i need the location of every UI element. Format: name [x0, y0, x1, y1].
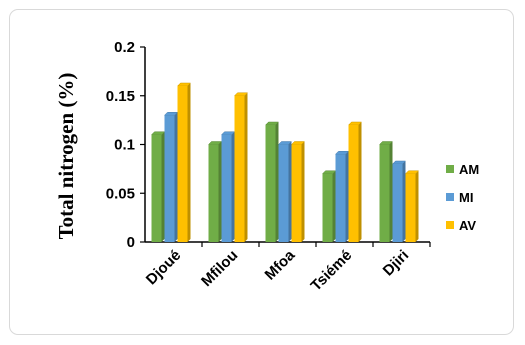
- y-tick-label: 0.15: [106, 88, 135, 105]
- bar-av: [405, 173, 416, 242]
- bar-side-am: [389, 141, 393, 242]
- y-axis-label: Total nitrogen (%): [54, 73, 78, 240]
- legend-swatch-av: [446, 221, 454, 229]
- bar-mi: [335, 154, 346, 242]
- bar-side-av: [244, 92, 248, 242]
- bar-side-av: [187, 83, 191, 242]
- bar-side-am: [332, 170, 336, 242]
- bar-av: [234, 95, 245, 242]
- bar-av: [291, 144, 302, 242]
- bar-side-av: [301, 141, 305, 242]
- chart-frame: [9, 9, 514, 335]
- bar-side-av: [358, 122, 362, 242]
- bar-am: [265, 125, 276, 242]
- bar-side-am: [161, 131, 165, 242]
- y-tick-label: 0.05: [106, 185, 135, 202]
- bar-am: [379, 144, 390, 242]
- y-tick-label: 0.2: [114, 39, 135, 56]
- plot-area: 0 0.05 0.1 0.15 0.2 Djoué Mfilou Mfoa Tsiémé Djir…: [106, 39, 479, 295]
- x-category-label: Djiri: [380, 247, 413, 280]
- x-category-label: Djoué: [143, 247, 184, 288]
- bar-am: [322, 173, 333, 242]
- bar-mi: [392, 164, 403, 242]
- bar-av: [177, 86, 188, 242]
- bar-am: [151, 134, 162, 242]
- bar-side-mi: [288, 141, 292, 242]
- x-category-label: Mfoa: [262, 246, 299, 283]
- legend-label-am: AM: [459, 162, 479, 177]
- bar-side-mi: [345, 151, 349, 242]
- bar-am: [208, 144, 219, 242]
- bar-av: [348, 125, 359, 242]
- bar-mi: [278, 144, 289, 242]
- bar-side-av: [415, 170, 419, 242]
- legend-swatch-am: [446, 165, 454, 173]
- bar-side-am: [218, 141, 222, 242]
- y-tick-label: 0.1: [114, 137, 135, 154]
- bar-side-am: [275, 122, 279, 242]
- legend-swatch-mi: [446, 193, 454, 201]
- bar-mi: [221, 134, 232, 242]
- bar-side-mi: [402, 161, 406, 242]
- legend-label-av: AV: [459, 218, 476, 233]
- x-category-label: Tsiémé: [308, 247, 356, 295]
- y-tick-label: 0: [127, 234, 135, 251]
- legend-label-mi: MI: [459, 190, 473, 205]
- bar-mi: [164, 115, 175, 242]
- bar-side-mi: [231, 131, 235, 242]
- x-category-label: Mfilou: [198, 247, 241, 290]
- bar-side-mi: [174, 112, 178, 242]
